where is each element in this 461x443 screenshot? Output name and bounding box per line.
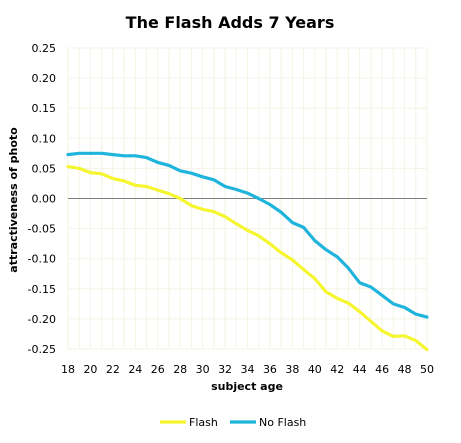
- series-line-flash: [66, 165, 429, 352]
- x-tick-label: 46: [375, 363, 389, 376]
- y-tick-label: -0.20: [28, 313, 56, 326]
- legend-entry: Flash: [189, 416, 218, 429]
- x-axis-ticks: 18 20 22 24 26 28 30 32 34 36 38 40 42 44 46 48 50: [61, 363, 434, 376]
- x-tick-label: 48: [398, 363, 412, 376]
- y-tick-label: -0.10: [28, 253, 56, 266]
- x-tick-label: 30: [196, 363, 210, 376]
- y-tick-label: -0.05: [28, 223, 56, 236]
- x-tick-label: 42: [330, 363, 344, 376]
- x-tick-label: 34: [241, 363, 255, 376]
- y-tick-label: 0.20: [32, 72, 57, 85]
- y-tick-label: -0.25: [28, 343, 56, 356]
- series-line-no-flash: [66, 151, 429, 319]
- x-tick-label: 20: [83, 363, 97, 376]
- x-axis-label: subject age: [211, 380, 283, 393]
- x-tick-label: 26: [151, 363, 165, 376]
- chart-title: The Flash Adds 7 Years: [126, 13, 335, 32]
- x-tick-label: 28: [173, 363, 187, 376]
- legend: Flash No Flash: [160, 416, 306, 429]
- y-tick-label: 0.10: [32, 132, 57, 145]
- series-lines: [66, 151, 429, 352]
- y-tick-label: 0.25: [32, 42, 57, 55]
- y-tick-label: 0.05: [32, 162, 57, 175]
- x-tick-label: 44: [353, 363, 367, 376]
- y-axis-ticks: -0.25 -0.20 -0.15 -0.10 -0.05 0.00 0.05 0.10 0.1…: [28, 42, 56, 356]
- x-tick-label: 24: [128, 363, 142, 376]
- y-tick-label: 0.00: [32, 193, 57, 206]
- x-tick-label: 38: [285, 363, 299, 376]
- y-tick-label: -0.15: [28, 283, 56, 296]
- y-axis-label: attractiveness of photo: [7, 127, 20, 273]
- x-tick-label: 40: [308, 363, 322, 376]
- x-tick-label: 22: [106, 363, 120, 376]
- x-tick-label: 32: [218, 363, 232, 376]
- x-tick-label: 50: [420, 363, 434, 376]
- y-tick-label: 0.15: [32, 102, 57, 115]
- legend-entry: No Flash: [259, 416, 306, 429]
- x-tick-label: 18: [61, 363, 75, 376]
- x-tick-label: 36: [263, 363, 277, 376]
